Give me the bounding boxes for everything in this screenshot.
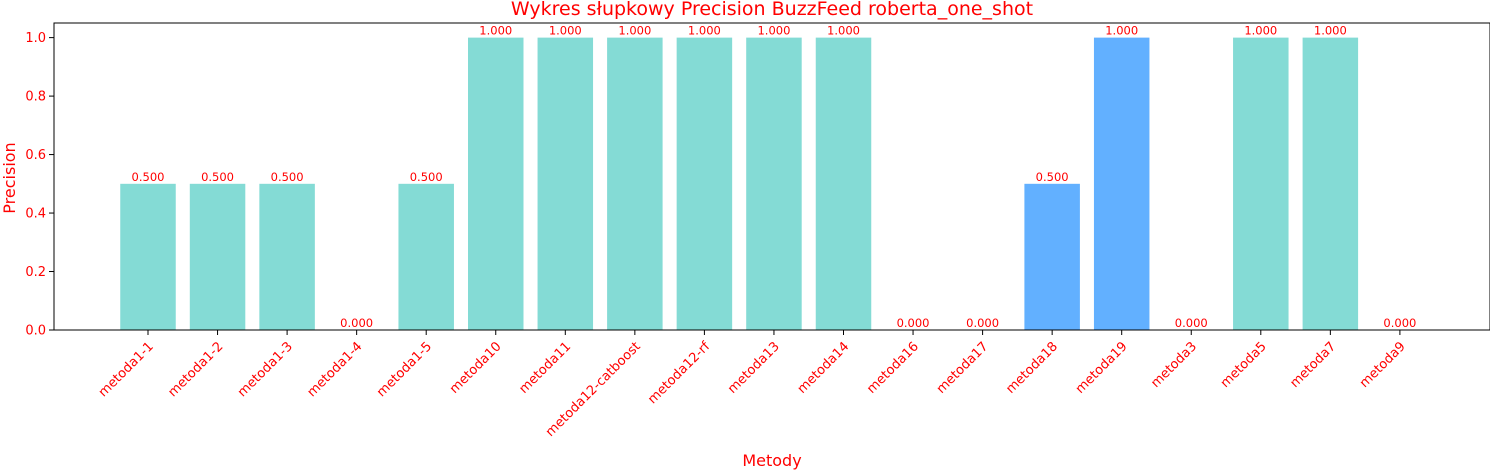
value-labels-group: 0.500 0.500 0.500 0.000 0.500 1.000 1.000 1.000… [132, 24, 1417, 330]
value-label-metoda1-3: 0.500 [271, 170, 304, 184]
x-tick-label-metoda1-4: metoda1-4 [305, 339, 366, 400]
value-label-metoda5: 1.000 [1244, 24, 1277, 38]
value-label-metoda17: 0.000 [966, 316, 999, 330]
x-tick-label-metoda11: metoda11 [517, 339, 575, 397]
value-label-metoda13: 1.000 [757, 24, 790, 38]
y-tick-label-0.4: 0.4 [25, 207, 46, 222]
x-tick-label-metoda1-2: metoda1-2 [165, 339, 226, 400]
x-tick-label-metoda7: metoda7 [1287, 339, 1339, 391]
value-label-metoda19: 1.000 [1105, 24, 1138, 38]
bars-group [120, 37, 1359, 331]
value-label-metoda18: 0.500 [1036, 170, 1069, 184]
bar-metoda11 [537, 37, 594, 331]
value-label-metoda3: 0.000 [1175, 316, 1208, 330]
y-tick-label-0.8: 0.8 [25, 90, 46, 105]
x-tick-label-metoda1-5: metoda1-5 [374, 339, 435, 400]
x-tick-label-metoda5: metoda5 [1218, 339, 1270, 391]
bar-metoda12-catboost [607, 37, 663, 331]
x-axis-label: Metody [742, 451, 801, 470]
y-axis-label: Precision [0, 142, 19, 213]
bar-metoda19 [1093, 37, 1150, 331]
bar-metoda13 [746, 37, 802, 331]
value-label-metoda9: 0.000 [1383, 316, 1416, 330]
x-ticks-group: metoda1-1 metoda1-2 metoda1-3 metoda1-4 meto… [96, 330, 1409, 440]
y-tick-label-1.0: 1.0 [25, 31, 46, 46]
bar-metoda14 [815, 37, 872, 331]
x-tick-label-metoda13: metoda13 [725, 339, 783, 397]
value-label-metoda10: 1.000 [479, 24, 512, 38]
x-tick-label-metoda10: metoda10 [447, 339, 505, 397]
x-tick-label-metoda12-rf: metoda12-rf [645, 339, 713, 407]
x-tick-label-metoda18: metoda18 [1003, 339, 1061, 397]
bar-metoda10 [468, 37, 524, 331]
bar-metoda1-2 [189, 183, 246, 330]
y-tick-label-0.0: 0.0 [25, 324, 46, 339]
x-tick-label-metoda1-3: metoda1-3 [235, 339, 296, 400]
chart-title: Wykres słupkowy Precision BuzzFeed rober… [511, 0, 1033, 20]
x-tick-label-metoda3: metoda3 [1148, 339, 1200, 391]
y-tick-label-0.2: 0.2 [25, 265, 46, 280]
value-label-metoda1-2: 0.500 [201, 170, 234, 184]
value-label-metoda1-5: 0.500 [410, 170, 443, 184]
value-label-metoda1-1: 0.500 [132, 170, 165, 184]
x-tick-label-metoda14: metoda14 [795, 339, 853, 397]
bar-metoda1-5 [398, 183, 454, 330]
value-label-metoda1-4: 0.000 [340, 316, 373, 330]
value-label-metoda12-rf: 1.000 [688, 24, 721, 38]
value-label-metoda16: 0.000 [897, 316, 930, 330]
bar-metoda7 [1302, 37, 1359, 331]
bar-metoda12-rf [676, 37, 733, 331]
value-label-metoda7: 1.000 [1314, 24, 1347, 38]
plot-frame [53, 22, 1490, 331]
x-tick-label-metoda9: metoda9 [1357, 339, 1409, 391]
x-tick-label-metoda1-1: metoda1-1 [96, 339, 157, 400]
x-tick-label-metoda16: metoda16 [864, 339, 922, 397]
bar-metoda5 [1233, 37, 1289, 331]
bar-metoda1-1 [120, 183, 176, 330]
bar-metoda1-3 [259, 183, 315, 330]
y-tick-label-0.6: 0.6 [25, 148, 46, 163]
x-tick-label-metoda17: metoda17 [934, 339, 992, 397]
bar-metoda18 [1024, 183, 1080, 330]
value-label-metoda11: 1.000 [549, 24, 582, 38]
value-label-metoda12-catboost: 1.000 [618, 24, 651, 38]
x-tick-label-metoda19: metoda19 [1073, 339, 1131, 397]
y-ticks-group: 0.0 0.2 0.4 0.6 0.8 1.0 [25, 31, 54, 339]
value-label-metoda14: 1.000 [827, 24, 860, 38]
